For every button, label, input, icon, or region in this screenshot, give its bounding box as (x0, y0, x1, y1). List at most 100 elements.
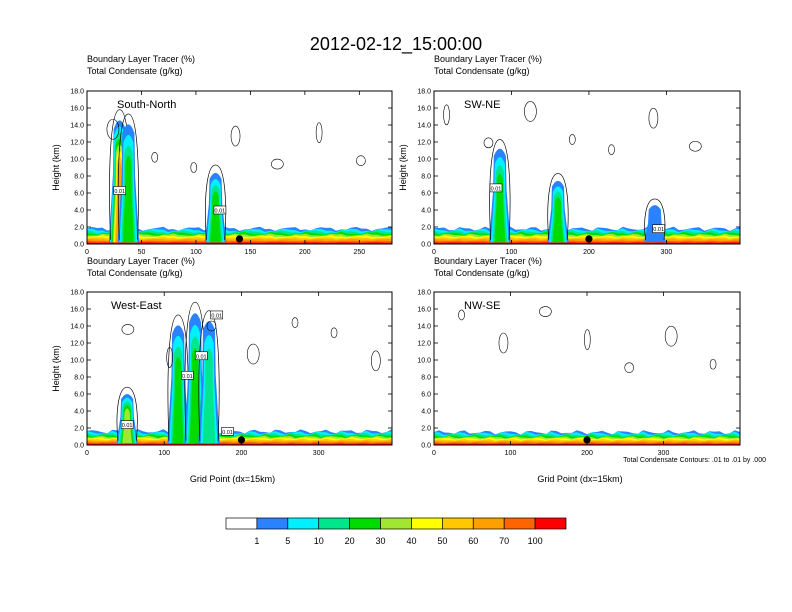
y-tick-label: 18.0 (417, 290, 431, 297)
y-tick-label: 12.0 (417, 341, 431, 348)
contour-label-box (113, 186, 126, 195)
y-tick-label: 16.0 (70, 307, 84, 314)
cloud-contour (106, 118, 120, 140)
station-marker (585, 235, 593, 243)
cloud-contour (584, 329, 591, 350)
colorbar-swatch (380, 517, 412, 530)
y-tick-label: 2.0 (74, 426, 84, 433)
colorbar-label: 50 (437, 536, 447, 546)
x-tick-label: 200 (583, 249, 595, 256)
plume-1-level-25 (552, 197, 564, 243)
panel-title: NW-SE (464, 300, 500, 312)
plot-background (434, 91, 740, 244)
y-tick-label: 0.0 (74, 443, 84, 450)
y-tick-label: 12.0 (417, 140, 431, 147)
panel-title: SW-NE (464, 99, 500, 111)
colorbar-swatch (472, 517, 505, 530)
contour-label-box (221, 427, 234, 436)
y-tick-label: 10.0 (417, 157, 431, 164)
colorbar-swatch (503, 517, 536, 530)
panel-sw-ne: Boundary Layer Tracer (%) Total Condensat… (398, 54, 741, 256)
contour-label-box (194, 351, 208, 361)
contour-label-box (489, 183, 503, 193)
panel-subtitle-condensate: Total Condensate (g/kg) (87, 66, 183, 76)
plot-area (434, 292, 740, 445)
panel-title: South-North (117, 99, 176, 111)
y-tick-label: 10.0 (70, 358, 84, 365)
plot-area (87, 91, 392, 244)
cloud-contour (483, 137, 494, 149)
condensate-contour (198, 310, 220, 441)
cloud-contour (689, 140, 702, 152)
cloud-contour (709, 358, 717, 370)
y-axis-title: Height (km) (51, 345, 61, 392)
cloud-contour (443, 104, 450, 126)
colorbar-label: 1 (254, 536, 259, 546)
colorbar-swatch (534, 517, 567, 530)
condensate-contour (489, 139, 511, 240)
plot-background (434, 292, 740, 445)
x-tick-label: 100 (506, 249, 518, 256)
cloud-contour (291, 317, 299, 328)
colorbar-swatch (318, 517, 350, 530)
y-tick-label: 14.0 (417, 123, 431, 130)
plot-area (87, 292, 392, 445)
panel-subtitle-tracer: Boundary Layer Tracer (%) (87, 54, 195, 64)
y-tick-label: 6.0 (421, 392, 431, 399)
contour-label: 0.01 (182, 374, 193, 380)
y-tick-label: 4.0 (74, 208, 84, 215)
cloud-contour (356, 155, 366, 166)
x-tick-label: 150 (245, 249, 257, 256)
x-axis-title: Grid Point (dx=15km) (190, 474, 275, 484)
y-tick-label: 4.0 (74, 409, 84, 416)
y-tick-label: 2.0 (421, 225, 431, 232)
colorbar-swatch (256, 517, 289, 530)
y-tick-label: 0.0 (421, 242, 431, 249)
contour-label-box (652, 224, 665, 233)
plot-background (87, 91, 392, 244)
y-tick-label: 4.0 (421, 409, 431, 416)
y-tick-label: 14.0 (417, 324, 431, 331)
condensate-contour (644, 198, 666, 240)
condensate-contour (547, 173, 569, 240)
contour-label: 0.01 (222, 430, 233, 436)
colorbar-legend: 1 5 10 20 30 40 50 60 70 100 (225, 517, 567, 546)
cloud-contour (190, 162, 198, 173)
x-tick-label: 300 (661, 249, 673, 256)
y-tick-label: 16.0 (70, 106, 84, 113)
plot-frame (86, 90, 393, 245)
colorbar-swatch (442, 517, 474, 530)
colorbar-swatch (411, 517, 443, 530)
plume-2-level-3 (644, 205, 666, 243)
panel-subtitle-tracer: Boundary Layer Tracer (%) (87, 256, 195, 266)
y-tick-label: 6.0 (74, 392, 84, 399)
y-tick-label: 6.0 (74, 191, 84, 198)
cloud-contour (371, 350, 381, 372)
x-axis-title: Grid Point (dx=15km) (537, 474, 622, 484)
y-tick-label: 0.0 (421, 443, 431, 450)
panel-subtitle-tracer: Boundary Layer Tracer (%) (434, 256, 542, 266)
plot-area (434, 91, 740, 244)
cloud-contour (608, 144, 615, 155)
contour-label-box (213, 205, 227, 215)
colorbar-swatch (349, 517, 381, 530)
cloud-contour (664, 325, 678, 347)
cloud-contour (206, 320, 217, 332)
x-tick-label: 0 (432, 249, 436, 256)
y-tick-label: 18.0 (417, 89, 431, 96)
contour-label-box (210, 310, 224, 320)
panel-subtitle-condensate: Total Condensate (g/kg) (87, 268, 183, 278)
y-tick-label: 16.0 (417, 106, 431, 113)
panel-south-north: Boundary Layer Tracer (%) Total Condensat… (51, 54, 393, 256)
cloud-contour (271, 158, 284, 170)
cloud-contour (539, 306, 552, 317)
y-tick-label: 4.0 (421, 208, 431, 215)
plume-1-level-25 (172, 356, 184, 444)
x-tick-label: 200 (299, 249, 311, 256)
x-tick-label: 300 (658, 450, 670, 457)
x-tick-label: 0 (85, 450, 89, 457)
cloud-contour (230, 125, 241, 147)
colorbar-label: 20 (345, 536, 355, 546)
contour-label: 0.01 (114, 189, 125, 195)
